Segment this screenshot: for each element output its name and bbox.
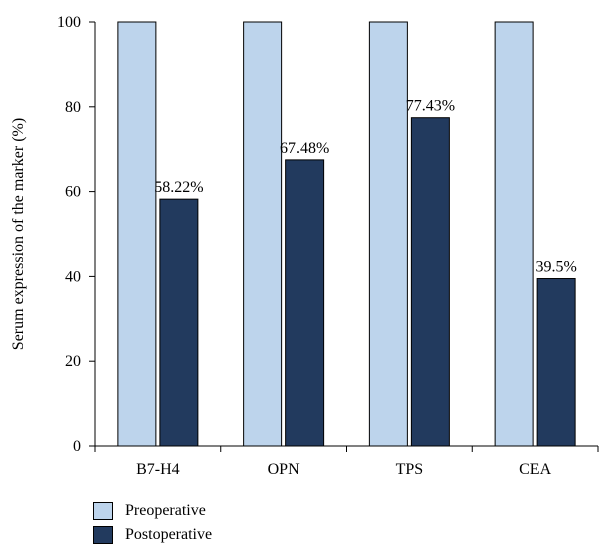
bar-postoperative-opn <box>285 159 325 447</box>
y-tick-label: 40 <box>65 268 81 285</box>
legend-label-postoperative: Postoperative <box>125 526 213 543</box>
bar-postoperative-cea <box>536 278 576 447</box>
bar-preoperative-opn <box>243 21 283 447</box>
bar-postoperative-b7-h4 <box>159 198 199 447</box>
x-tick-label: CEA <box>519 461 551 478</box>
data-label: 67.48% <box>280 140 329 157</box>
y-tick-label: 60 <box>65 184 81 201</box>
data-label: 39.5% <box>535 259 576 276</box>
y-ticks: 0 20 40 60 80 100 <box>57 14 95 455</box>
bar-preoperative-cea <box>494 21 534 447</box>
legend-label-preoperative: Preoperative <box>125 502 206 519</box>
x-tick-label: TPS <box>396 461 424 478</box>
legend-item-preoperative: Preoperative <box>93 499 212 523</box>
x-ticks: B7-H4 OPN TPS CEA <box>94 446 599 478</box>
legend: Preoperative Postoperative <box>93 499 212 547</box>
chart-marks: 58.22% 67.48% 77.43% 39.5% <box>117 21 577 447</box>
y-tick-label: 100 <box>57 14 81 31</box>
x-tick-label: B7-H4 <box>136 461 180 478</box>
x-tick-label: OPN <box>268 461 300 478</box>
legend-swatch-postoperative <box>93 526 113 544</box>
bar-preoperative-b7-h4 <box>117 21 157 447</box>
bar-postoperative-tps <box>410 117 450 447</box>
y-tick-label: 0 <box>73 438 81 455</box>
y-tick-label: 20 <box>65 353 81 370</box>
legend-swatch-preoperative <box>93 502 113 520</box>
legend-item-postoperative: Postoperative <box>93 523 212 547</box>
data-label: 58.22% <box>154 179 203 196</box>
data-label: 77.43% <box>406 98 455 115</box>
y-tick-label: 80 <box>65 99 81 116</box>
y-axis-label: Serum expression of the marker (%) <box>10 118 27 350</box>
bar-preoperative-tps <box>368 21 408 447</box>
